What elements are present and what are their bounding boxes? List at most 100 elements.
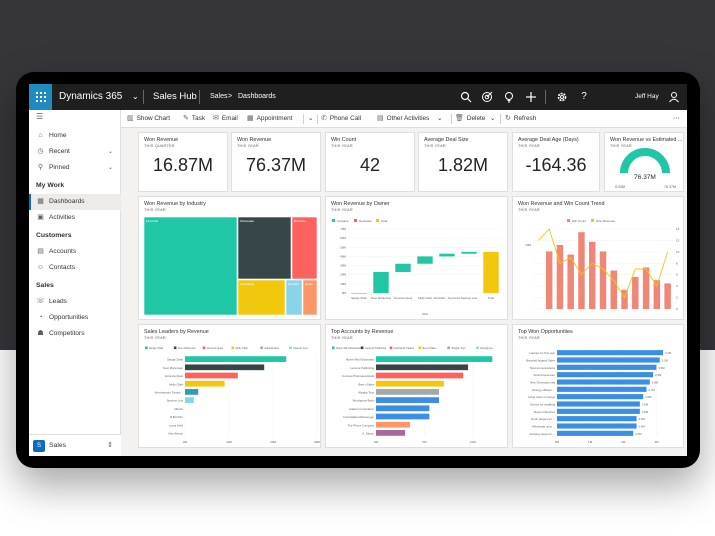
sidebar-item-opportunities[interactable]: ◔ Opportunities <box>29 310 121 326</box>
sidebar-item-recent[interactable]: ◷ Recent ⌄ <box>29 144 121 160</box>
waterfall-bar <box>351 293 367 294</box>
sidebar-item-pinned[interactable]: ⚲ Pinned ⌄ <box>29 160 121 176</box>
other-activities-button[interactable]: ▤ Other Activities <box>377 110 429 128</box>
dropdown-chevron-button[interactable]: ⌄ <box>490 110 495 128</box>
y-tick-label: 10M <box>340 282 346 286</box>
email-button[interactable]: ✉ Email <box>213 110 238 128</box>
breadcrumb-area[interactable]: Sales <box>210 93 228 100</box>
legend-label: Veronica Quek <box>207 347 224 350</box>
plus-icon[interactable] <box>525 91 537 103</box>
category-label: Large order of energy <box>528 395 555 399</box>
app-name[interactable]: Dynamics 365 <box>59 91 123 102</box>
sidebar-item-label: Opportunities <box>49 314 89 321</box>
chart-button[interactable]: ▥ Show Chart <box>127 110 170 128</box>
refresh-button[interactable]: ↻ Refresh <box>505 110 536 128</box>
top-accounts-card[interactable]: Top Accounts by Revenue THIS YEAR Alpine… <box>325 324 508 448</box>
delete-button[interactable]: 🗑 Delete <box>455 110 485 128</box>
treemap-card[interactable]: Won Revenue by Industry THIS YEAR Financ… <box>138 196 321 320</box>
sidebar-item-contacts[interactable]: ☺ Contacts <box>29 260 121 276</box>
sidebar-item-leads[interactable]: ☏ Leads <box>29 294 121 310</box>
area-label: Sales <box>49 442 67 449</box>
gauge-fill <box>620 148 670 174</box>
card-title: Top Accounts by Revenue <box>331 329 394 335</box>
legend-swatch <box>447 346 450 350</box>
phone-button[interactable]: ✆ Phone Call <box>321 110 361 128</box>
trend-bar <box>632 277 639 309</box>
category-label: Veronica Quek <box>165 374 184 378</box>
legend-swatch <box>173 346 177 350</box>
more-button[interactable]: ⋯ <box>673 110 679 128</box>
area-switcher[interactable]: S Sales ⇕ <box>29 434 121 456</box>
legend-swatch <box>354 219 357 222</box>
legend-label: Best o'Sales <box>423 347 438 350</box>
app-launcher-button[interactable] <box>29 84 52 110</box>
card-subtitle: THIS YEAR <box>518 336 540 340</box>
x-tick-label: 10M <box>226 440 232 444</box>
waterfall-card[interactable]: Won Revenue by Owner THIS YEAR Increase D… <box>325 196 508 320</box>
sidebar-item-accounts[interactable]: ▤ Accounts <box>29 244 121 260</box>
kpi-card[interactable]: Won Revenue THIS QUARTER 16.87M <box>138 132 228 192</box>
sales-leaders-card[interactable]: Sales Leaders by Revenue THIS YEAR Sanja… <box>138 324 321 448</box>
trend-card[interactable]: Won Revenue and Win Count Trend THIS YEA… <box>512 196 684 320</box>
sidebar-item-activities[interactable]: ▣ Activities <box>29 210 121 226</box>
sidebar-item-home[interactable]: ⌂ Home <box>29 128 121 144</box>
category-label: Woodgrove Bank <box>353 399 375 403</box>
kpi-card[interactable]: Average Deal Size THIS YEAR 1.82M <box>418 132 508 192</box>
sidebar-item-competitors[interactable]: ☗ Competitors <box>29 326 121 342</box>
target-icon[interactable] <box>481 91 493 103</box>
gear-icon[interactable] <box>556 91 568 103</box>
command-label: ⌄ <box>308 115 314 122</box>
y-tick-label: 30M <box>340 264 346 268</box>
breadcrumb-page[interactable]: Dashboards <box>238 93 276 100</box>
lightbulb-icon[interactable] <box>503 91 515 103</box>
treemap-label: Wholesale <box>240 219 254 223</box>
trend-bar <box>621 289 628 309</box>
help-icon[interactable]: ? <box>581 91 587 102</box>
x-tick-label: Administr... Dynamics <box>434 296 461 300</box>
search-icon[interactable] <box>460 91 472 103</box>
kpi-card[interactable]: Average Deal Age (Days) THIS YEAR -164.36 <box>512 132 600 192</box>
treemap-tile <box>285 279 303 316</box>
waterfall-bar <box>417 256 433 264</box>
breadcrumb-separator: > <box>228 93 233 100</box>
gauge-chart: 76.37M 0.00M 76.37M <box>615 148 676 189</box>
hamburger-menu-icon[interactable]: ☰ <box>36 112 44 121</box>
y-tick-left: 10M <box>525 243 531 247</box>
category-label: Adatum Corporation <box>349 407 374 411</box>
legend-label: Decrease <box>359 219 372 223</box>
app-chevron-down-icon[interactable]: ⌄ <box>132 92 139 101</box>
pin-icon: ⚲ <box>37 164 44 171</box>
home-icon: ⌂ <box>38 132 43 139</box>
kpi-card[interactable]: Win Count THIS YEAR 42 <box>325 132 415 192</box>
bar <box>185 372 238 379</box>
x-tick-label: 30M <box>314 440 320 444</box>
trend-bar <box>545 251 553 309</box>
top-opportunities-chart: 0M 1M 2M 3M Laptops for first year 3.2M Brande… <box>526 349 672 444</box>
gauge-card[interactable]: Won Revenue vs Estimated ... THIS YEAR 7… <box>604 132 684 192</box>
user-name[interactable]: Jeff Hay <box>635 93 659 100</box>
chevron-down-icon[interactable]: ⌄ <box>107 165 113 171</box>
hub-name[interactable]: Sales Hub <box>153 91 197 102</box>
y-tick-right: 0 <box>676 307 678 311</box>
dropdown-chevron-button[interactable]: ⌄ <box>437 110 442 128</box>
person-icon[interactable] <box>668 91 680 103</box>
dropdown-chevron-button[interactable]: ⌄ <box>308 110 313 128</box>
bar <box>557 372 654 378</box>
top-opportunities-card[interactable]: Top Won Opportunities THIS YEAR 0M 1M 2M 3M… <box>512 324 684 448</box>
y-tick-label: 0M <box>342 291 347 295</box>
sidebar-item-dashboards[interactable]: ▦ Dashboards <box>29 194 121 210</box>
card-title: Average Deal Size <box>424 137 469 143</box>
trend-bar <box>578 232 585 309</box>
calendar-button[interactable]: ▦ Appointment <box>247 110 293 128</box>
bar <box>376 380 444 387</box>
chevron-down-icon[interactable]: ⌄ <box>107 149 113 155</box>
sidebar-item-label: Competitors <box>49 330 85 337</box>
card-subtitle: THIS YEAR <box>331 208 353 212</box>
kpi-card[interactable]: Won Revenue THIS YEAR 76.37M <box>231 132 321 192</box>
legend-label: Northwind Traders <box>394 347 415 350</box>
bar <box>376 405 430 412</box>
sidebar-item-label: Accounts <box>49 248 77 255</box>
task-button[interactable]: ✎ Task <box>183 110 205 128</box>
card-subtitle: THIS YEAR <box>610 144 632 148</box>
data-label: 3.1M <box>662 358 669 362</box>
